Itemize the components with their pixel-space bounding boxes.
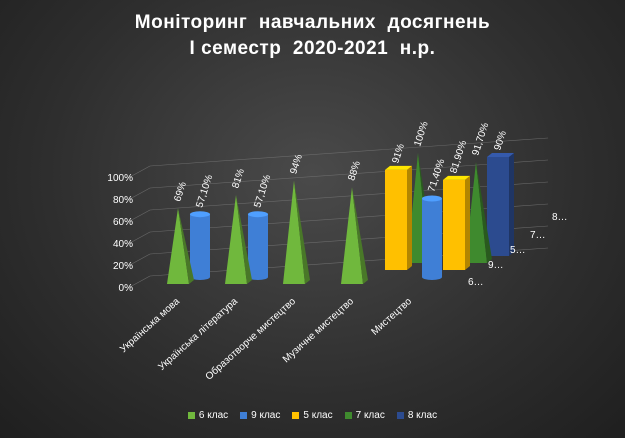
bar-9-клас-0-top [190, 211, 210, 218]
gridline [149, 181, 549, 211]
grid-floor-line [127, 231, 151, 245]
bar-5-клас-3-top [385, 165, 412, 170]
bar-6-клас-3 [341, 187, 363, 284]
data-label: 69% [172, 180, 189, 203]
legend-item-2: 9 клас [240, 410, 280, 421]
category-label: Образотворче мистецтво [203, 295, 298, 383]
grid-floor-line [127, 253, 151, 267]
bar-9-клас-4 [422, 198, 442, 277]
bar-5-клас-3-side [407, 165, 412, 270]
legend-swatch [240, 412, 248, 419]
data-label: 57,10% [252, 173, 273, 209]
y-tick-label: 20% [113, 261, 133, 272]
bar-6-клас-3-side [352, 187, 368, 284]
grid-floor-line [127, 209, 151, 223]
bar-6-клас-0-side [178, 208, 194, 284]
legend-label: 5 клас [303, 410, 333, 421]
chart-title: Моніторинг навчальних досягнень І семест… [0, 10, 625, 62]
legend-label: 9 клас [251, 410, 281, 421]
data-label: 91% [390, 142, 407, 165]
legend-swatch [187, 412, 195, 419]
y-tick-label: 100% [107, 173, 133, 184]
y-tick-label: 0% [119, 283, 134, 294]
bar-6-клас-2-side [294, 180, 310, 284]
bar-6-клас-1-side [236, 194, 252, 284]
category-label: Українська мова [118, 296, 182, 355]
data-label: 100% [412, 120, 430, 148]
legend-label: 6 клас [198, 410, 229, 421]
grid-floor-line [127, 187, 151, 201]
bar-9-клас-1-top [248, 211, 268, 218]
bar-5-клас-4 [443, 179, 465, 270]
y-tick-label: 80% [113, 195, 133, 206]
truncated-label: 6… [468, 277, 484, 288]
legend-swatch [344, 412, 352, 419]
bar-6-клас-0 [167, 208, 189, 284]
legend-item-3: 5 клас [292, 410, 333, 421]
chart-legend: 6 клас 9 клас 5 клас 7 клас 8 клас [0, 410, 625, 421]
category-label: Мистецтво [369, 296, 414, 338]
bar-8-клас-4-side [509, 153, 514, 256]
gridline [149, 159, 549, 189]
truncated-label: 9… [488, 260, 504, 271]
grid-floor-line [127, 165, 151, 179]
legend-label: 8 клас [407, 410, 438, 421]
bar-6-клас-2 [283, 180, 305, 284]
bar-5-клас-4-side [465, 175, 470, 270]
y-tick-label: 40% [113, 239, 133, 250]
bar-9-клас-0 [190, 214, 210, 277]
y-tick-label: 60% [113, 217, 133, 228]
bar-7-клас-4-side [476, 162, 492, 263]
bar-9-клас-1-base [248, 274, 268, 280]
gridline [149, 137, 549, 167]
chart-canvas: 0%20%40%60%80%100%Українська моваУкраїнс… [107, 120, 568, 383]
bar-5-клас-3 [385, 169, 407, 270]
bar-5-клас-4-top [443, 175, 470, 180]
bar-9-клас-4-top [422, 195, 442, 202]
data-label: 81% [230, 167, 247, 190]
truncated-label: 7… [530, 230, 546, 241]
bar-9-клас-4-base [422, 274, 442, 280]
bar-8-клас-4-top [487, 153, 514, 157]
bar-8-клас-4 [487, 157, 509, 256]
legend-swatch [396, 412, 404, 419]
chart-title-line-1: Моніторинг навчальних досягнень [134, 12, 491, 33]
data-label: 91,70% [470, 121, 491, 157]
legend-item-1: 6 клас [187, 410, 229, 421]
bar-9-клас-1 [248, 214, 268, 277]
bar-9-клас-0-base [190, 274, 210, 280]
bar-6-клас-1 [225, 194, 247, 284]
data-label: 81,90% [448, 139, 469, 175]
legend-swatch [292, 412, 300, 419]
data-label: 57,10% [194, 173, 215, 209]
legend-label: 7 клас [355, 410, 385, 421]
truncated-label: 5… [510, 245, 526, 256]
legend-item-5: 8 клас [396, 410, 438, 421]
bar-7-клас-4 [465, 162, 487, 263]
data-label: 88% [346, 160, 363, 183]
legend-item-4: 7 клас [344, 410, 385, 421]
grid-floor-line [127, 275, 151, 289]
truncated-label: 8… [552, 212, 568, 223]
chart-title-line-2: І семестр 2020-2021 н.р. [189, 38, 436, 59]
